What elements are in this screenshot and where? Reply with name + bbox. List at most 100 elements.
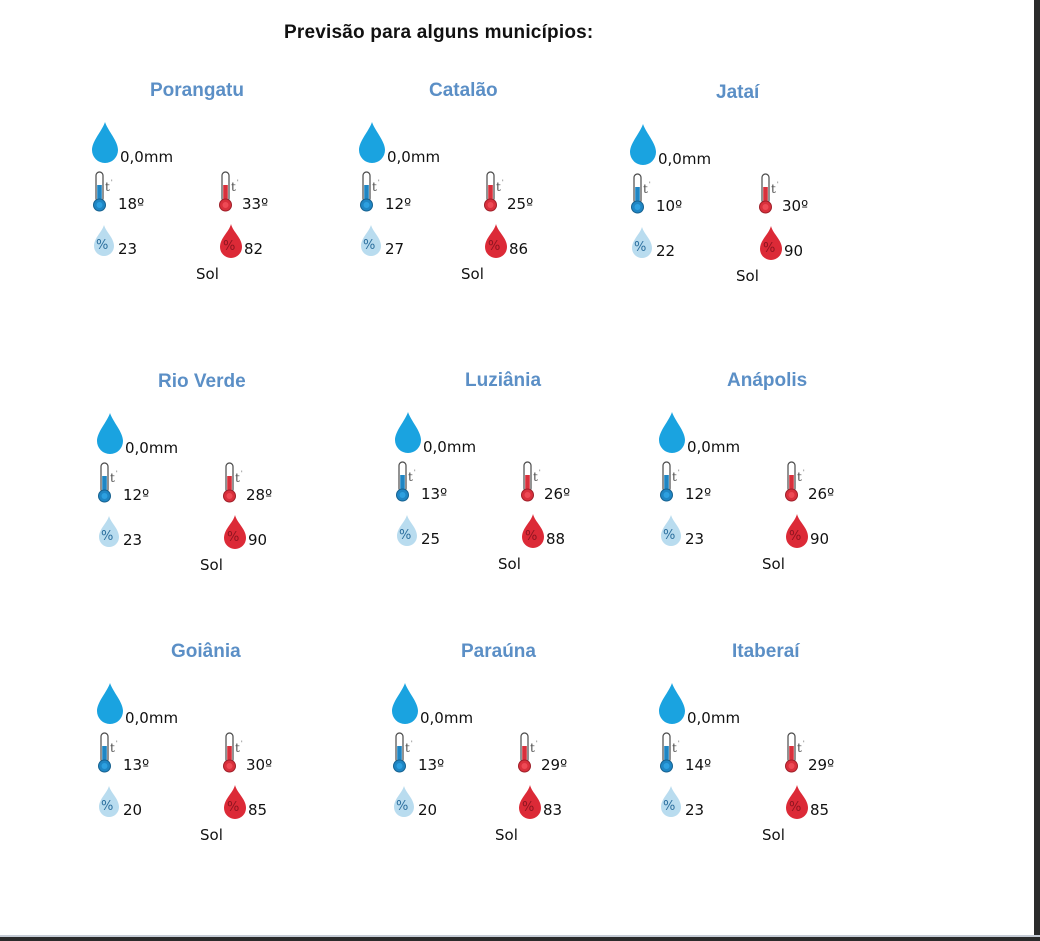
humidity-low-icon: % xyxy=(99,786,119,817)
city-forecast-card: Luziânia 0,0mm t ' 13º t ' 26º % 25 xyxy=(393,370,653,573)
city-forecast-card: Rio Verde 0,0mm t ' 12º t ' 28º % 23 xyxy=(95,371,355,574)
svg-text:t: t xyxy=(672,470,677,484)
condition-label: Sol xyxy=(498,555,521,573)
window-bottom-border xyxy=(0,935,1040,941)
svg-text:t: t xyxy=(533,470,538,484)
city-name: Jataí xyxy=(716,82,760,103)
svg-text:': ' xyxy=(502,179,504,186)
temp-min-value: 18º xyxy=(118,195,145,213)
thermometer-cold-icon: t ' xyxy=(393,732,413,773)
humidity-max-value: 88 xyxy=(546,530,566,548)
thermometer-hot-icon: t ' xyxy=(219,171,239,212)
humidity-low-icon: % xyxy=(397,515,417,546)
humidity-max-value: 85 xyxy=(810,801,830,819)
svg-text:': ' xyxy=(241,470,243,477)
thermometer-cold-icon: t ' xyxy=(360,171,380,212)
humidity-low-icon: % xyxy=(661,786,681,817)
svg-text:': ' xyxy=(678,740,680,747)
rain-value: 0,0mm xyxy=(687,438,741,456)
svg-text:%: % xyxy=(525,529,537,544)
humidity-high-icon: % xyxy=(522,514,544,548)
thermometer-hot-icon: t ' xyxy=(518,732,538,773)
humidity-min-value: 20 xyxy=(418,801,438,819)
temp-max-value: 26º xyxy=(808,485,835,503)
rain-drop-icon xyxy=(359,122,385,163)
city-name: Anápolis xyxy=(727,370,808,391)
temp-max-value: 30º xyxy=(782,197,809,215)
svg-text:%: % xyxy=(663,528,675,543)
city-forecast-card: Itaberaí 0,0mm t ' 14º t ' 29º % 23 xyxy=(657,641,917,844)
condition-label: Sol xyxy=(762,826,785,844)
temp-max-value: 28º xyxy=(246,486,273,504)
thermometer-cold-icon: t ' xyxy=(93,171,113,212)
svg-text:': ' xyxy=(649,181,651,188)
svg-text:%: % xyxy=(363,238,375,253)
temp-max-value: 29º xyxy=(541,756,568,774)
temp-max-value: 25º xyxy=(507,195,534,213)
condition-label: Sol xyxy=(762,555,785,573)
svg-text:t: t xyxy=(235,471,240,485)
condition-label: Sol xyxy=(461,265,484,283)
rain-value: 0,0mm xyxy=(423,438,477,456)
city-name: Luziânia xyxy=(465,370,542,391)
temp-min-value: 12º xyxy=(685,485,712,503)
humidity-high-icon: % xyxy=(224,785,246,819)
rain-drop-icon xyxy=(659,412,685,453)
thermometer-cold-icon: t ' xyxy=(396,461,416,502)
humidity-high-icon: % xyxy=(786,785,808,819)
svg-text:%: % xyxy=(488,239,500,254)
svg-text:t: t xyxy=(372,180,377,194)
svg-text:t: t xyxy=(643,182,648,196)
humidity-min-value: 23 xyxy=(123,531,143,549)
svg-text:': ' xyxy=(111,179,113,186)
temp-min-value: 13º xyxy=(421,485,448,503)
humidity-high-icon: % xyxy=(760,226,782,260)
rain-drop-icon xyxy=(97,413,123,454)
svg-text:t: t xyxy=(231,180,236,194)
city-name: Itaberaí xyxy=(732,641,800,662)
temp-min-value: 13º xyxy=(123,756,150,774)
svg-text:t: t xyxy=(797,741,802,755)
svg-text:': ' xyxy=(803,740,805,747)
rain-value: 0,0mm xyxy=(387,148,441,166)
svg-text:%: % xyxy=(227,530,239,545)
svg-text:%: % xyxy=(101,799,113,814)
temp-max-value: 33º xyxy=(242,195,269,213)
condition-label: Sol xyxy=(200,556,223,574)
svg-text:': ' xyxy=(803,469,805,476)
window-right-border xyxy=(1034,0,1040,941)
humidity-min-value: 20 xyxy=(123,801,143,819)
rain-drop-icon xyxy=(97,683,123,724)
city-name: Paraúna xyxy=(461,641,536,662)
city-forecast-card: Catalão 0,0mm t ' 12º t ' 25º % 27 xyxy=(357,80,617,283)
humidity-low-icon: % xyxy=(94,225,114,256)
svg-text:': ' xyxy=(378,179,380,186)
city-forecast-card: Anápolis 0,0mm t ' 12º t ' 26º % 23 xyxy=(657,370,917,573)
temp-max-value: 29º xyxy=(808,756,835,774)
humidity-min-value: 23 xyxy=(685,801,705,819)
temp-min-value: 14º xyxy=(685,756,712,774)
thermometer-cold-icon: t ' xyxy=(631,173,651,214)
svg-text:%: % xyxy=(789,529,801,544)
humidity-high-icon: % xyxy=(519,785,541,819)
humidity-max-value: 90 xyxy=(248,531,268,549)
rain-drop-icon xyxy=(630,124,656,165)
svg-text:t: t xyxy=(110,741,115,755)
humidity-max-value: 86 xyxy=(509,240,529,258)
humidity-max-value: 90 xyxy=(784,242,804,260)
rain-drop-icon xyxy=(395,412,421,453)
thermometer-hot-icon: t ' xyxy=(759,173,779,214)
rain-drop-icon xyxy=(659,683,685,724)
city-name: Porangatu xyxy=(150,80,244,101)
rain-value: 0,0mm xyxy=(420,709,474,727)
svg-text:t: t xyxy=(408,470,413,484)
humidity-max-value: 90 xyxy=(810,530,830,548)
thermometer-hot-icon: t ' xyxy=(785,732,805,773)
svg-text:%: % xyxy=(399,528,411,543)
humidity-min-value: 25 xyxy=(421,530,441,548)
humidity-low-icon: % xyxy=(99,516,119,547)
svg-text:': ' xyxy=(414,469,416,476)
thermometer-cold-icon: t ' xyxy=(660,732,680,773)
humidity-low-icon: % xyxy=(661,515,681,546)
